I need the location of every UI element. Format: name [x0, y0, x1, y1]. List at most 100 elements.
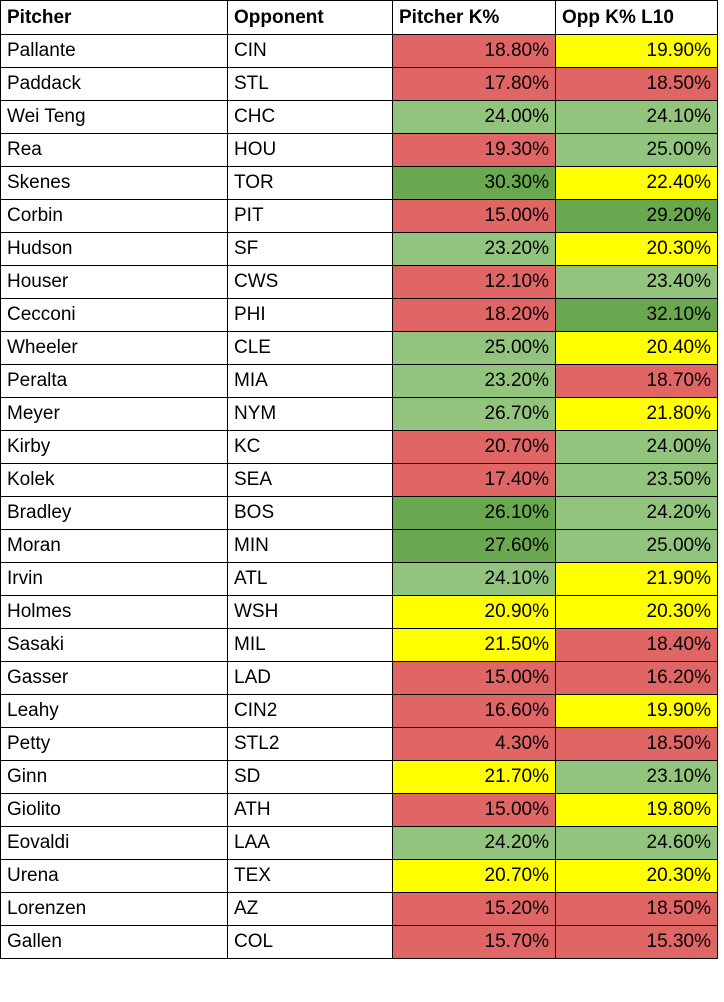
table-row: Lorenzen AZ 15.20% 18.50%: [0, 892, 718, 926]
opp-k-l10-cell: 18.70%: [555, 364, 718, 398]
opponent-cell: PIT: [227, 199, 393, 233]
opp-k-l10-cell: 24.60%: [555, 826, 718, 860]
table-row: Petty STL2 4.30% 18.50%: [0, 727, 718, 761]
pitcher-k-cell: 19.30%: [392, 133, 556, 167]
pitcher-k-cell: 15.00%: [392, 793, 556, 827]
pitcher-k-cell: 20.70%: [392, 859, 556, 893]
pitcher-k-cell: 15.20%: [392, 892, 556, 926]
opponent-cell: MIA: [227, 364, 393, 398]
opponent-cell: WSH: [227, 595, 393, 629]
opponent-cell: LAA: [227, 826, 393, 860]
table-row: Meyer NYM 26.70% 21.80%: [0, 397, 718, 431]
pitcher-cell: Leahy: [0, 694, 228, 728]
opponent-cell: SD: [227, 760, 393, 794]
pitcher-cell: Moran: [0, 529, 228, 563]
pitcher-cell: Irvin: [0, 562, 228, 596]
table-row: Eovaldi LAA 24.20% 24.60%: [0, 826, 718, 860]
opponent-cell: STL: [227, 67, 393, 101]
pitcher-cell: Peralta: [0, 364, 228, 398]
opponent-cell: STL2: [227, 727, 393, 761]
pitcher-k-cell: 24.10%: [392, 562, 556, 596]
pitcher-k-cell: 17.40%: [392, 463, 556, 497]
pitcher-cell: Giolito: [0, 793, 228, 827]
opponent-cell: SF: [227, 232, 393, 266]
pitcher-cell: Wheeler: [0, 331, 228, 365]
opponent-cell: ATH: [227, 793, 393, 827]
pitcher-k-cell: 17.80%: [392, 67, 556, 101]
opponent-cell: CLE: [227, 331, 393, 365]
pitcher-cell: Wei Teng: [0, 100, 228, 134]
table-row: Urena TEX 20.70% 20.30%: [0, 859, 718, 893]
opponent-cell: KC: [227, 430, 393, 464]
opp-k-l10-cell: 20.30%: [555, 232, 718, 266]
table-row: Cecconi PHI 18.20% 32.10%: [0, 298, 718, 332]
table-body: Pallante CIN 18.80% 19.90% Paddack STL 17.80% 1…: [0, 34, 718, 959]
opp-k-l10-cell: 21.80%: [555, 397, 718, 431]
table-row: Irvin ATL 24.10% 21.90%: [0, 562, 718, 596]
table-row: Corbin PIT 15.00% 29.20%: [0, 199, 718, 233]
opp-k-l10-cell: 21.90%: [555, 562, 718, 596]
table-row: Pallante CIN 18.80% 19.90%: [0, 34, 718, 68]
opp-k-l10-cell: 16.20%: [555, 661, 718, 695]
pitcher-cell: Cecconi: [0, 298, 228, 332]
pitcher-cell: Corbin: [0, 199, 228, 233]
pitcher-cell: Kolek: [0, 463, 228, 497]
table-row: Paddack STL 17.80% 18.50%: [0, 67, 718, 101]
table-row: Peralta MIA 23.20% 18.70%: [0, 364, 718, 398]
pitcher-k-cell: 25.00%: [392, 331, 556, 365]
opp-k-l10-cell: 15.30%: [555, 925, 718, 959]
pitcher-cell: Hudson: [0, 232, 228, 266]
table-row: Sasaki MIL 21.50% 18.40%: [0, 628, 718, 662]
pitcher-k-cell: 18.20%: [392, 298, 556, 332]
pitcher-cell: Holmes: [0, 595, 228, 629]
table-row: Houser CWS 12.10% 23.40%: [0, 265, 718, 299]
opp-k-l10-cell: 22.40%: [555, 166, 718, 200]
opp-k-l10-cell: 23.40%: [555, 265, 718, 299]
table-row: Gallen COL 15.70% 15.30%: [0, 925, 718, 959]
pitcher-k-cell: 21.50%: [392, 628, 556, 662]
pitcher-k-cell: 24.00%: [392, 100, 556, 134]
opponent-cell: MIN: [227, 529, 393, 563]
pitcher-cell: Skenes: [0, 166, 228, 200]
opp-k-l10-cell: 25.00%: [555, 529, 718, 563]
pitcher-cell: Petty: [0, 727, 228, 761]
opp-k-l10-cell: 20.40%: [555, 331, 718, 365]
opponent-cell: NYM: [227, 397, 393, 431]
pitcher-k-cell: 15.00%: [392, 199, 556, 233]
opponent-cell: PHI: [227, 298, 393, 332]
table-row: Holmes WSH 20.90% 20.30%: [0, 595, 718, 629]
table-row: Kolek SEA 17.40% 23.50%: [0, 463, 718, 497]
opponent-cell: ATL: [227, 562, 393, 596]
pitcher-cell: Lorenzen: [0, 892, 228, 926]
opp-k-l10-cell: 24.00%: [555, 430, 718, 464]
pitcher-cell: Paddack: [0, 67, 228, 101]
opp-k-l10-cell: 29.20%: [555, 199, 718, 233]
opponent-cell: BOS: [227, 496, 393, 530]
table-row: Gasser LAD 15.00% 16.20%: [0, 661, 718, 695]
opponent-cell: CHC: [227, 100, 393, 134]
pitcher-k-cell: 24.20%: [392, 826, 556, 860]
opponent-cell: COL: [227, 925, 393, 959]
pitcher-k-cell: 18.80%: [392, 34, 556, 68]
pitcher-cell: Kirby: [0, 430, 228, 464]
opp-k-l10-cell: 19.90%: [555, 694, 718, 728]
pitcher-k-cell: 27.60%: [392, 529, 556, 563]
opponent-cell: AZ: [227, 892, 393, 926]
pitcher-k-cell: 30.30%: [392, 166, 556, 200]
table-header: Pitcher Opponent Pitcher K% Opp K% L10: [0, 0, 718, 35]
pitcher-cell: Meyer: [0, 397, 228, 431]
opponent-cell: SEA: [227, 463, 393, 497]
header-opp-k-l10: Opp K% L10: [555, 0, 718, 35]
header-row: Pitcher Opponent Pitcher K% Opp K% L10: [0, 0, 718, 35]
opponent-cell: TOR: [227, 166, 393, 200]
pitcher-k-cell: 21.70%: [392, 760, 556, 794]
opp-k-l10-cell: 25.00%: [555, 133, 718, 167]
pitcher-k-cell: 20.90%: [392, 595, 556, 629]
pitcher-cell: Urena: [0, 859, 228, 893]
table-row: Moran MIN 27.60% 25.00%: [0, 529, 718, 563]
pitcher-k-cell: 4.30%: [392, 727, 556, 761]
opponent-cell: HOU: [227, 133, 393, 167]
table-row: Kirby KC 20.70% 24.00%: [0, 430, 718, 464]
opponent-cell: CWS: [227, 265, 393, 299]
table-row: Wheeler CLE 25.00% 20.40%: [0, 331, 718, 365]
